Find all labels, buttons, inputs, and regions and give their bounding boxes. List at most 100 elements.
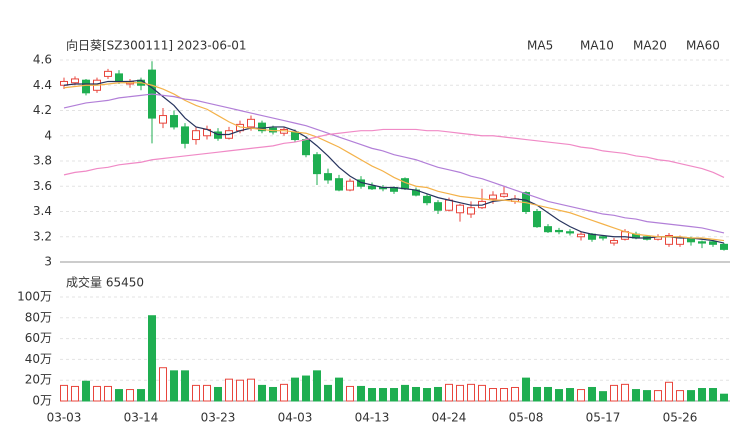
candle-body (555, 229, 563, 233)
y-tick-label: 40万 (25, 352, 52, 366)
candle-body (698, 241, 706, 244)
volume-bar (698, 388, 706, 402)
y-tick-label: 3.4 (33, 204, 52, 218)
volume-bar (720, 393, 728, 402)
volume-bar (82, 380, 90, 402)
candle-body (159, 115, 167, 124)
volume-bar (93, 385, 101, 402)
candle-body (302, 139, 310, 156)
volume-bar (687, 390, 695, 402)
x-tick-label: 03-03 (47, 411, 82, 425)
volume-bar (632, 389, 640, 402)
y-tick-label: 80万 (25, 310, 52, 324)
chart-title: 向日葵[SZ300111] 2023-06-01 (66, 38, 247, 53)
volume-bar (104, 385, 112, 402)
volume-bar (60, 384, 68, 402)
candle-body (709, 241, 717, 245)
volume-bar (357, 385, 365, 402)
candle-body (346, 180, 354, 191)
candle-body (434, 202, 442, 211)
candle-body (335, 178, 343, 191)
volume-bar (214, 386, 222, 402)
x-tick-label: 04-03 (278, 411, 313, 425)
candle-body (324, 173, 332, 181)
volume-bar (401, 384, 409, 402)
candle-body (577, 233, 585, 238)
ma-line (63, 79, 725, 244)
volume-bar (236, 379, 244, 402)
volume-bar (555, 389, 563, 402)
legend-label: MA10 (580, 39, 614, 53)
x-tick-label: 03-23 (201, 411, 236, 425)
y-tick-label: 20万 (25, 373, 52, 387)
candle-body (247, 118, 255, 128)
volume-bar (148, 315, 156, 402)
volume-bar (324, 384, 332, 402)
volume-bar (478, 384, 486, 402)
candle-body (170, 115, 178, 128)
volume-bar (335, 377, 343, 402)
volume-bar (192, 384, 200, 402)
volume-bar (71, 385, 79, 402)
volume-bar (115, 389, 123, 402)
y-tick-label: 3.8 (33, 154, 52, 168)
candle-body (665, 234, 673, 245)
candle-body (291, 131, 299, 141)
ma-line (63, 82, 725, 242)
volume-bar (412, 386, 420, 402)
legend-label: MA5 (527, 39, 553, 53)
volume-bar (258, 384, 266, 402)
y-tick-label: 4.4 (33, 78, 52, 92)
candle-body (423, 195, 431, 204)
volume-bar (654, 390, 662, 402)
x-tick-label: 05-17 (586, 411, 621, 425)
candle-body (82, 79, 90, 94)
x-tick-label: 05-08 (509, 411, 544, 425)
volume-bar (445, 383, 453, 402)
candle-body (544, 226, 552, 233)
volume-bar (203, 384, 211, 402)
volume-bar (467, 383, 475, 402)
x-tick-label: 03-14 (124, 411, 159, 425)
volume-bar (577, 389, 585, 402)
volume-bar (247, 378, 255, 402)
candle-body (181, 126, 189, 144)
volume-bar (489, 388, 497, 402)
volume-bar (181, 370, 189, 402)
volume-bar (159, 367, 167, 402)
y-tick-label: 4 (44, 128, 52, 142)
ma-line (63, 128, 725, 178)
volume-bar (313, 370, 321, 402)
candle-body (115, 73, 123, 82)
volume-title: 成交量 65450 (66, 275, 144, 290)
volume-bar (511, 386, 519, 402)
candle-body (720, 243, 728, 250)
x-tick-label: 04-24 (432, 411, 467, 425)
volume-bar (533, 386, 541, 402)
candle-body (192, 130, 200, 141)
candle-body (71, 78, 79, 84)
y-tick-label: 60万 (25, 331, 52, 345)
y-tick-label: 3.2 (33, 229, 52, 243)
volume-bar (500, 388, 508, 402)
volume-bar (225, 378, 233, 402)
candle-body (313, 154, 321, 175)
volume-bar (621, 383, 629, 402)
candle-body (599, 236, 607, 239)
x-tick-label: 04-13 (355, 411, 390, 425)
candle-body (489, 194, 497, 200)
x-tick-label: 05-26 (663, 411, 698, 425)
volume-bar (676, 390, 684, 402)
candle-body (445, 199, 453, 211)
volume-bar (566, 388, 574, 402)
volume-bar (599, 391, 607, 402)
volume-bar (170, 370, 178, 402)
volume-bar (522, 377, 530, 402)
volume-bar (610, 384, 618, 402)
volume-bar (423, 388, 431, 402)
volume-bar (280, 383, 288, 402)
volume-bar (390, 388, 398, 402)
candle-body (214, 131, 222, 139)
volume-bar (137, 389, 145, 402)
volume-bar (544, 386, 552, 402)
